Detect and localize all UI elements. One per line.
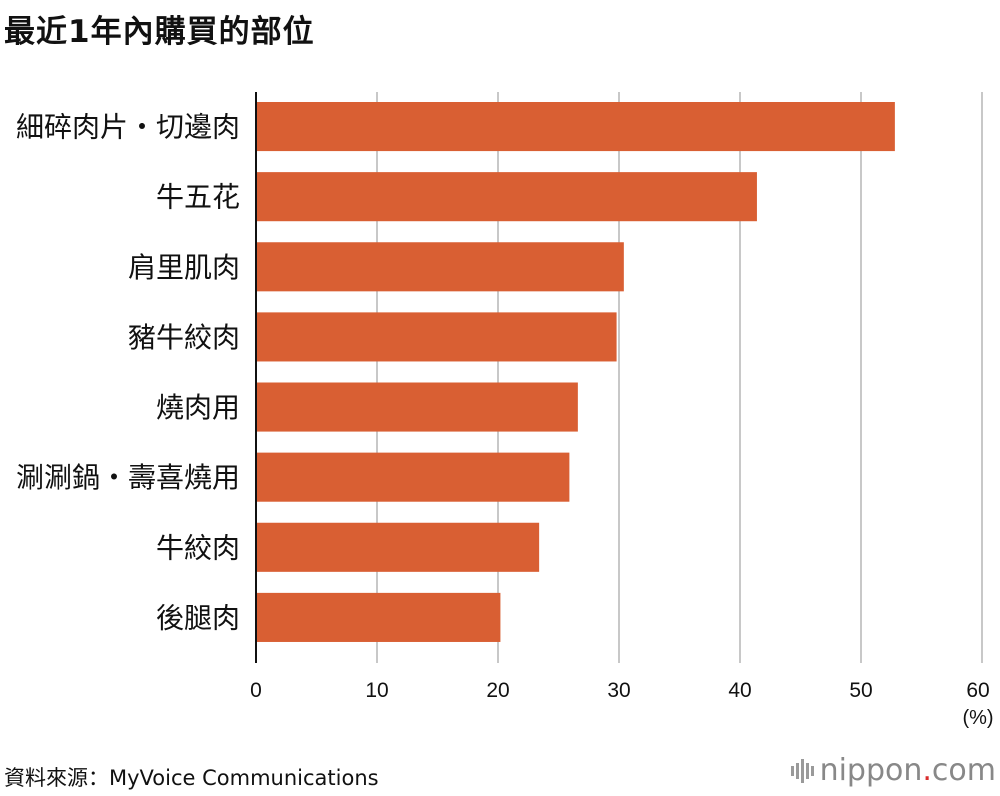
bar xyxy=(256,592,501,642)
bar xyxy=(256,172,757,222)
bar xyxy=(256,452,570,502)
bar xyxy=(256,382,578,432)
x-tick-labels: 0 10 20 30 40 50 60 xyxy=(250,679,990,702)
category-label: 後腿肉 xyxy=(156,601,240,634)
bar xyxy=(256,312,617,362)
bar xyxy=(256,102,895,152)
category-label: 肩里肌肉 xyxy=(128,251,240,284)
logo-wordmark: nippon.com xyxy=(820,753,996,788)
logo-name: nippon xyxy=(819,753,923,788)
category-label: 涮涮鍋・壽喜燒用 xyxy=(16,461,240,494)
x-tick-label: 30 xyxy=(607,679,630,702)
bars xyxy=(256,102,895,642)
source-note: 資料來源：MyVoice Communications xyxy=(4,766,379,790)
bar xyxy=(256,522,540,572)
x-tick-label: 50 xyxy=(849,679,872,702)
category-label: 牛五花 xyxy=(156,181,240,214)
logo-mark-icon xyxy=(790,758,814,783)
category-label: 燒肉用 xyxy=(156,391,240,424)
x-tick-label: 10 xyxy=(365,679,388,702)
x-axis-unit: (%) xyxy=(962,707,993,729)
category-label: 牛絞肉 xyxy=(156,531,240,564)
logo-dot: . xyxy=(922,753,932,788)
chart-title: 最近1年內購買的部位 xyxy=(4,14,315,50)
category-label: 豬牛絞肉 xyxy=(128,321,240,354)
x-tick-label: 40 xyxy=(728,679,751,702)
bar xyxy=(256,242,624,292)
category-label: 細碎肉片・切邊肉 xyxy=(16,111,240,144)
logo-tld: com xyxy=(931,753,996,788)
x-tick-label: 60 xyxy=(966,679,989,702)
x-tick-label: 0 xyxy=(250,679,262,702)
nippon-logo: nippon.com xyxy=(790,753,996,788)
x-tick-label: 20 xyxy=(486,679,509,702)
